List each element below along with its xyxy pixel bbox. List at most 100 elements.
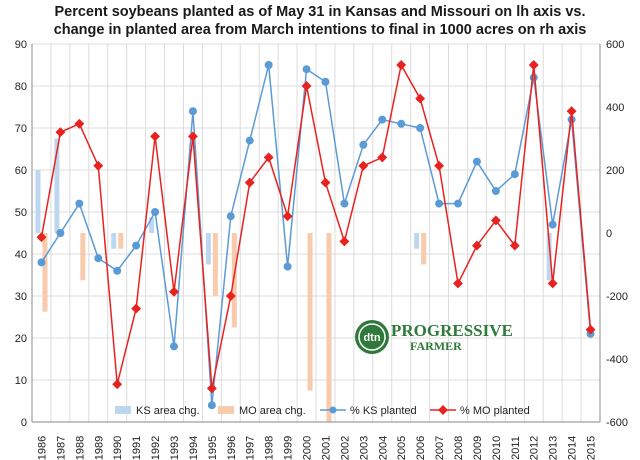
legend-label-ks-area: KS area chg. xyxy=(136,405,200,417)
mo-area-bar xyxy=(80,233,86,281)
x-axis-tick-label: 2001 xyxy=(320,436,332,460)
ks-planted-point xyxy=(207,401,216,410)
right-axis-tick-label: 0 xyxy=(606,228,612,240)
ks-area-bar xyxy=(35,170,41,233)
ks-planted-point xyxy=(264,61,273,69)
right-axis-tick-label: 400 xyxy=(606,102,624,114)
x-axis-tick-label: 2014 xyxy=(567,436,579,460)
mo-planted-point xyxy=(112,379,123,390)
left-axis-tick-label: 90 xyxy=(15,39,27,51)
left-axis-tick-label: 20 xyxy=(15,333,27,345)
mo-planted-point xyxy=(244,177,255,188)
mo-planted-point xyxy=(301,81,312,91)
left-axis-tick-label: 60 xyxy=(15,165,27,177)
x-axis-tick-label: 2005 xyxy=(396,436,408,460)
bar-series xyxy=(35,138,552,422)
x-axis-tick-label: 2010 xyxy=(491,436,503,460)
x-axis-tick-label: 2015 xyxy=(586,436,598,460)
progressive-farmer-logo: dtn PROGRESSIVE FARMER xyxy=(355,320,513,354)
x-axis-tick-label: 2003 xyxy=(358,436,370,460)
mo-planted-point xyxy=(547,278,558,289)
logo-line2: FARMER xyxy=(410,339,462,353)
mo-planted-point xyxy=(566,106,577,117)
chart-title-line2: change in planted area from March intent… xyxy=(54,22,587,38)
x-axis-tick-label: 1992 xyxy=(150,436,162,460)
ks-planted-point xyxy=(151,208,160,216)
mo-planted-point xyxy=(434,160,445,171)
x-axis-tick-label: 2002 xyxy=(339,436,351,460)
x-axis-tick-label: 2011 xyxy=(510,436,522,460)
x-axis-tick-label: 2007 xyxy=(434,436,446,460)
left-axis-tick-label: 70 xyxy=(15,123,27,135)
legend-label-mo-planted: % MO planted xyxy=(460,405,530,417)
legend-swatch-mo-area xyxy=(218,406,234,414)
right-axis-tick-label: -400 xyxy=(606,354,628,366)
ks-planted-point xyxy=(472,157,481,166)
left-axis-tick-label: 0 xyxy=(21,417,27,429)
x-axis-tick-label: 2004 xyxy=(377,436,389,460)
right-axis-tick-label: -600 xyxy=(606,417,628,429)
mo-planted-point xyxy=(509,240,520,251)
mo-area-bar xyxy=(421,233,427,265)
left-axis-tick-label: 80 xyxy=(15,81,27,93)
ks-planted-point xyxy=(226,212,235,221)
ks-area-bar xyxy=(111,233,117,249)
mo-planted-point xyxy=(150,131,161,142)
ks-planted-point xyxy=(454,199,462,208)
right-axis-tick-label: 600 xyxy=(606,39,624,51)
dtn-badge-ring xyxy=(358,323,386,351)
mo-planted-point xyxy=(453,278,463,289)
ks-planted-point xyxy=(529,73,538,82)
ks-planted-point xyxy=(491,187,500,195)
ks-planted-point xyxy=(132,241,141,250)
x-axis-tick-label: 2013 xyxy=(548,436,560,460)
mo-planted-point xyxy=(377,152,388,163)
mo-planted-point xyxy=(74,118,85,129)
x-axis-tick-label: 1997 xyxy=(245,436,257,460)
mo-planted-point xyxy=(225,291,236,301)
x-axis-tick-label: 1996 xyxy=(226,436,238,460)
mo-planted-point xyxy=(471,240,482,251)
x-axis-tick-label: 2009 xyxy=(472,436,484,460)
mo-planted-point xyxy=(282,211,293,222)
x-axis-tick-label: 1998 xyxy=(264,436,276,460)
ks-planted-point xyxy=(245,136,254,145)
mo-area-bar xyxy=(307,233,313,391)
mo-area-bar xyxy=(212,233,218,296)
ks-planted-point xyxy=(435,199,444,208)
mo-area-bar xyxy=(231,233,237,328)
mo-planted-point xyxy=(169,286,179,297)
x-axis-tick-label: 1988 xyxy=(74,436,86,460)
legend-marker-ks-planted xyxy=(329,406,337,414)
legend-label-ks-planted: % KS planted xyxy=(350,405,417,417)
x-axis-tick-label: 1989 xyxy=(93,436,105,460)
mo-planted-point xyxy=(93,160,104,171)
logo-line1: PROGRESSIVE xyxy=(391,321,513,340)
ks-planted-point xyxy=(302,65,311,74)
mo-planted-point xyxy=(36,232,47,243)
ks-planted-point xyxy=(510,170,519,179)
gridlines xyxy=(31,43,601,423)
x-axis-tick-label: 1986 xyxy=(36,436,48,460)
legend: KS area chg. MO area chg. % KS planted %… xyxy=(115,405,530,417)
ks-area-bar xyxy=(546,233,552,281)
ks-planted-point xyxy=(283,262,292,271)
line-series xyxy=(36,60,596,410)
mo-planted-point xyxy=(206,383,217,394)
x-axis-tick-label: 1995 xyxy=(207,436,219,460)
x-axis-tick-label: 1993 xyxy=(169,436,181,460)
mo-area-bar xyxy=(42,233,48,312)
ks-planted-line xyxy=(40,64,592,406)
ks-planted-point xyxy=(113,266,122,275)
x-axis-tick-label: 1999 xyxy=(283,436,295,460)
left-axis-tick-label: 40 xyxy=(15,249,27,261)
ks-area-bar xyxy=(54,138,60,233)
ks-planted-point xyxy=(56,229,65,237)
ks-planted-point xyxy=(416,124,425,132)
mo-planted-point xyxy=(320,177,331,188)
ks-planted-point xyxy=(378,115,387,124)
mo-planted-point xyxy=(55,127,66,138)
chart-title-line1: Percent soybeans planted as of May 31 in… xyxy=(54,4,585,20)
left-axis-tick-label: 50 xyxy=(15,207,27,219)
